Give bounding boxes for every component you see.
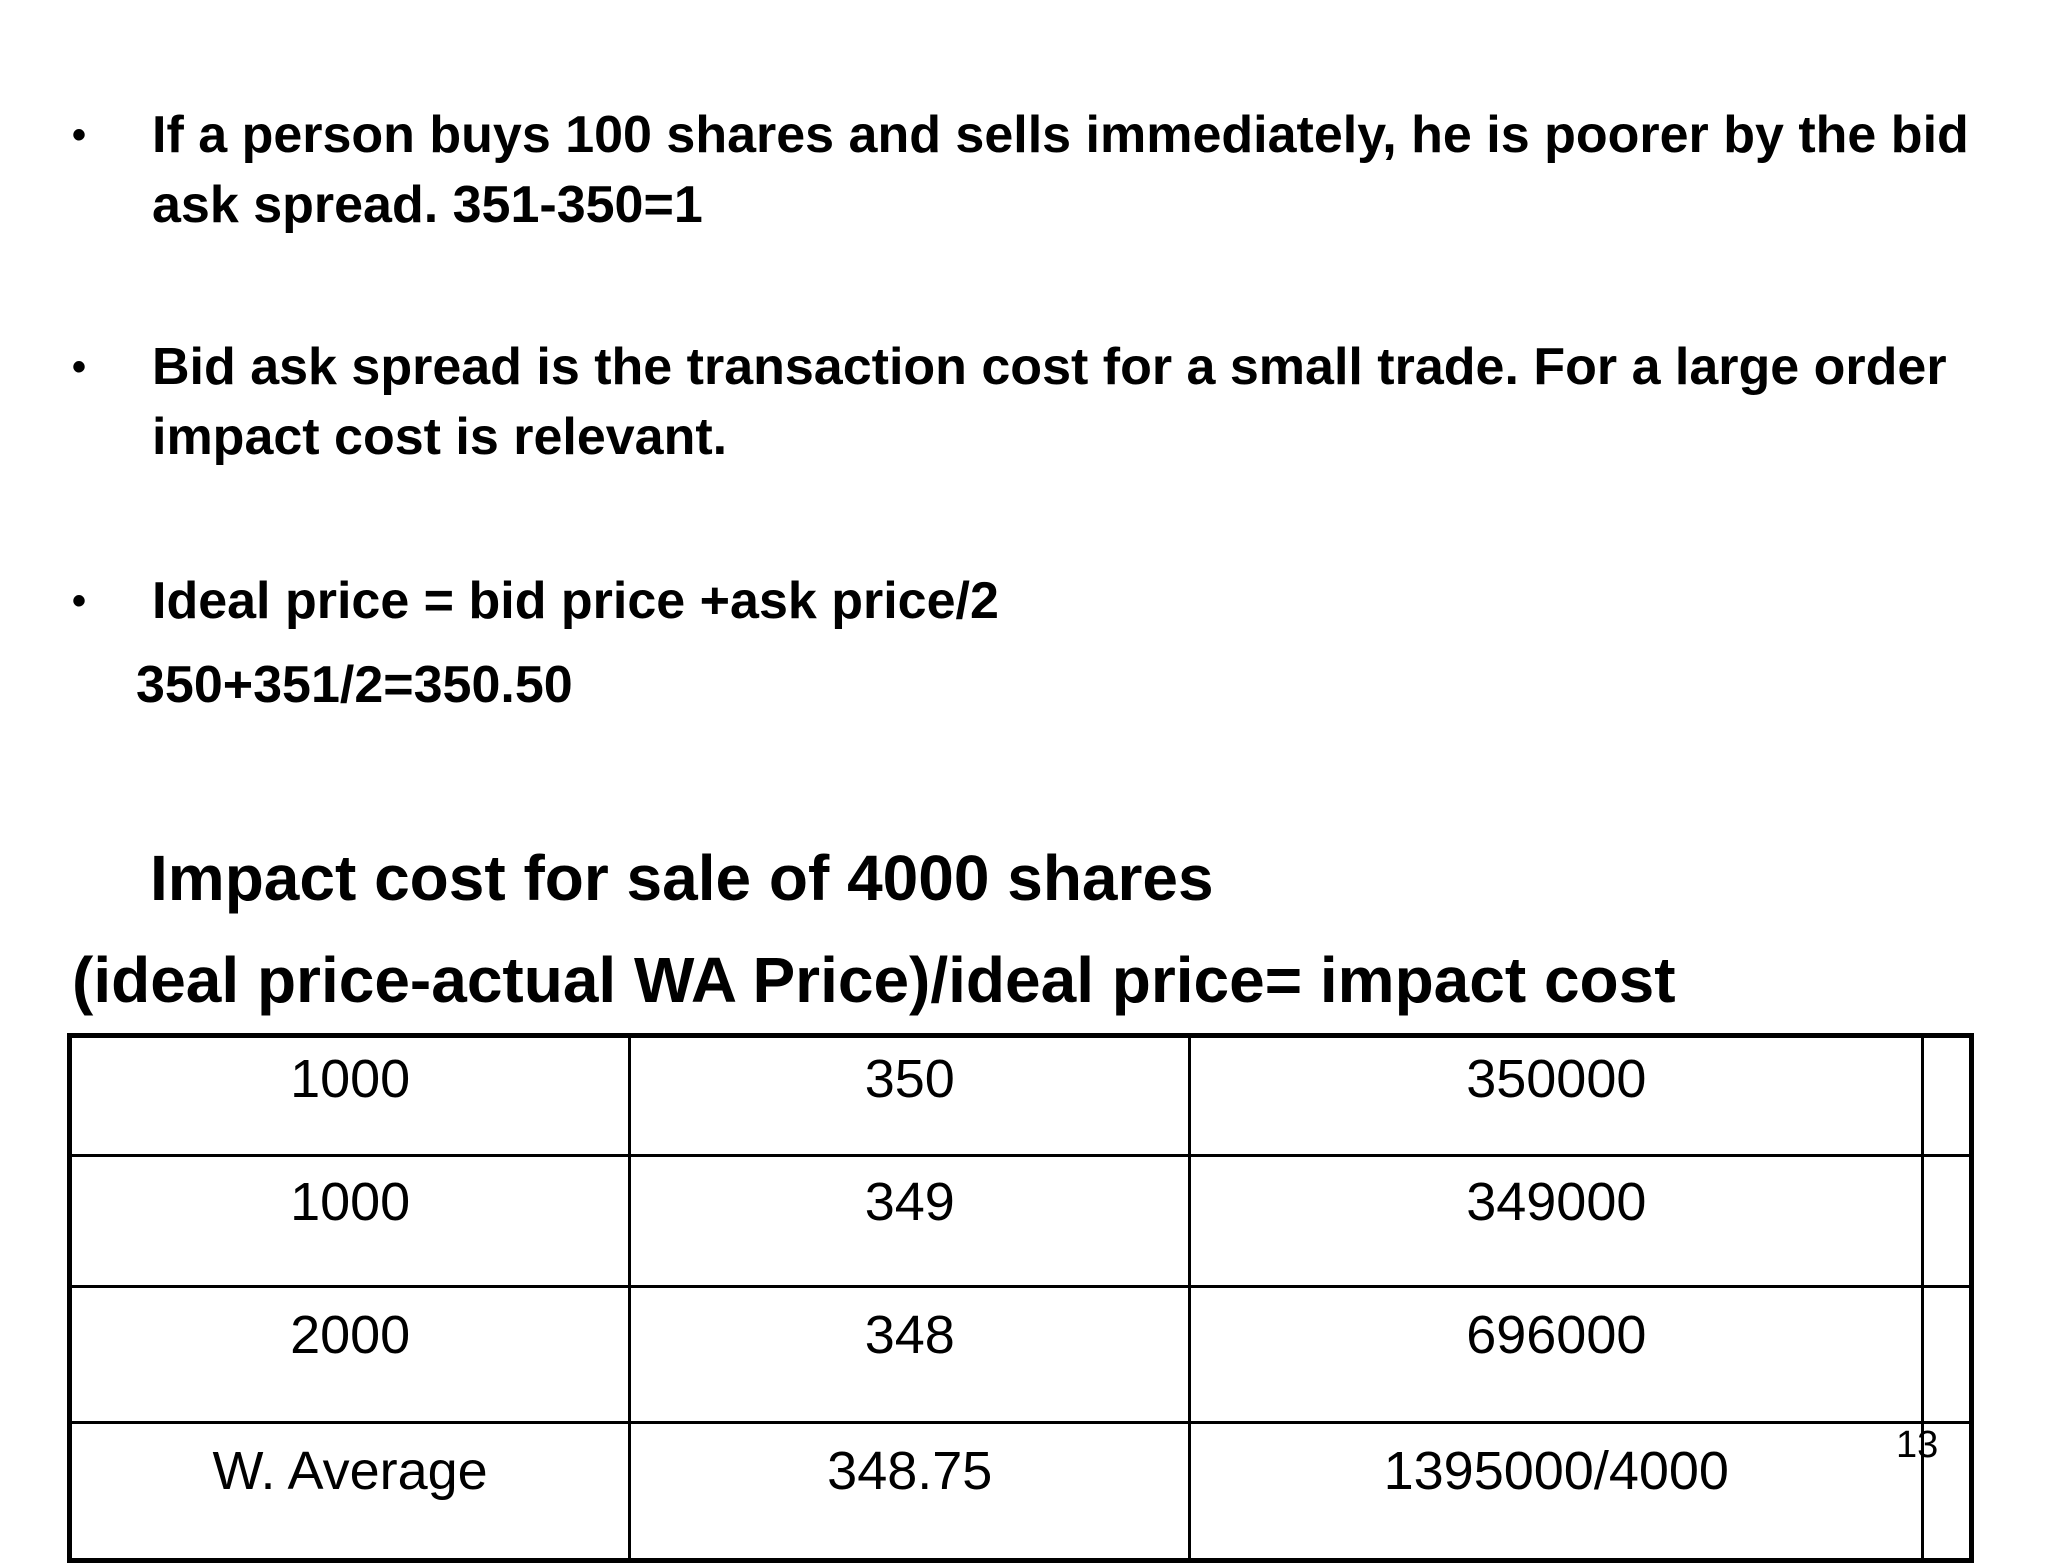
table-cell: 696000	[1188, 1285, 1925, 1424]
table-cell: 1000	[67, 1154, 632, 1288]
table-cell: 2000	[67, 1285, 632, 1424]
table-cell: 348.75	[628, 1421, 1192, 1562]
bullet-item: • If a person buys 100 shares and sells …	[72, 100, 2002, 240]
table-row: 1000 349 349000	[67, 1154, 1973, 1288]
bullet-marker: •	[72, 345, 87, 389]
table-row: W. Average 348.75 1395000/4000	[67, 1421, 1973, 1562]
bullet-marker: •	[72, 113, 87, 157]
bullet-text: Ideal price = bid price +ask price/2	[152, 572, 999, 630]
table-cell: W. Average	[67, 1421, 632, 1562]
table-cell	[1921, 1285, 1973, 1424]
bullet-marker: •	[72, 579, 87, 623]
table-row: 2000 348 696000	[67, 1285, 1973, 1424]
table-cell: 1000	[67, 1034, 632, 1157]
section-heading: Impact cost for sale of 4000 shares	[150, 842, 1214, 914]
bullet-item: • Ideal price = bid price +ask price/2	[72, 566, 2002, 636]
table-cell: 348	[628, 1285, 1192, 1424]
bullet-text: Bid ask spread is the transaction cost f…	[152, 338, 1947, 466]
table-cell: 350000	[1188, 1034, 1925, 1157]
table-cell: 1395000/4000	[1188, 1421, 1925, 1562]
table-cell	[1921, 1034, 1973, 1157]
table-row: 1000 350 350000	[67, 1034, 1973, 1157]
bullet-item: • Bid ask spread is the transaction cost…	[72, 332, 2002, 472]
table-cell: 349000	[1188, 1154, 1925, 1288]
table-cell: 350	[628, 1034, 1192, 1157]
table-cell: 349	[628, 1154, 1192, 1288]
impact-cost-formula: (ideal price-actual WA Price)/ideal pric…	[72, 944, 1676, 1016]
bullet-text: If a person buys 100 shares and sells im…	[152, 106, 1969, 234]
impact-cost-table: 1000 350 350000 1000 349 349000 2000 348…	[67, 1033, 1974, 1563]
page-number: 13	[1896, 1424, 1939, 1466]
table-cell	[1921, 1154, 1973, 1288]
ideal-price-example: 350+351/2=350.50	[136, 656, 573, 714]
